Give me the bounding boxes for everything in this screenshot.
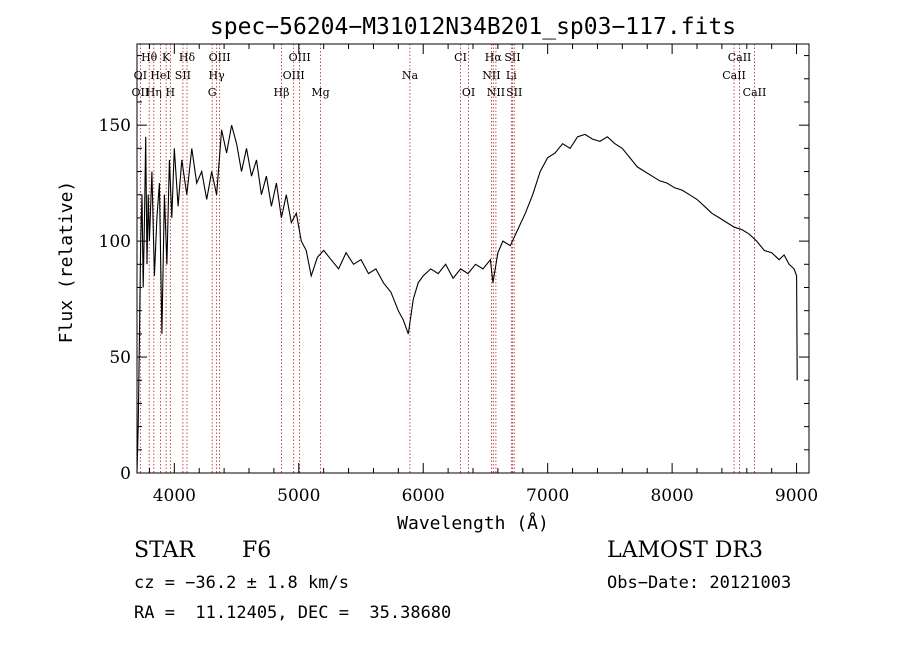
emission-line-label: OIII: [209, 51, 231, 64]
x-tick-label: 4000: [153, 486, 196, 506]
emission-line-label: Hβ: [274, 86, 290, 99]
emission-line-label: OII: [132, 86, 150, 99]
x-axis-label: Wavelength (Å): [397, 512, 549, 534]
emission-line-label: NII: [482, 69, 500, 82]
emission-line-label: NII: [487, 86, 505, 99]
coordinates: RA = 11.12405, DEC = 35.38680: [134, 603, 452, 623]
x-tick-label: 5000: [277, 486, 320, 506]
emission-line-label: Hθ: [141, 51, 158, 64]
plot-frame: [136, 43, 810, 474]
x-tick-label: 9000: [775, 486, 818, 506]
emission-line-markers: [139, 44, 755, 473]
emission-line-label: OI: [134, 69, 147, 82]
emission-line-label: CI: [454, 51, 467, 64]
emission-line-label: H: [166, 86, 176, 99]
emission-line-label: K: [162, 51, 171, 64]
emission-line-label: SII: [175, 69, 191, 82]
y-tick-label: 50: [109, 348, 131, 368]
emission-line-label: Hη: [146, 86, 162, 99]
emission-line-label: CaII: [722, 69, 746, 82]
survey-name: LAMOST DR3: [607, 538, 763, 563]
chart-title: spec−56204−M31012N34B201_sp03−117.fits: [210, 14, 736, 40]
emission-line-label: Hα: [485, 51, 503, 64]
x-tick-label: 8000: [650, 486, 693, 506]
emission-line-label: Mg: [311, 86, 329, 99]
y-tick-label: 100: [99, 232, 131, 252]
emission-line-label: CaII: [743, 86, 767, 99]
emission-line-label: Na: [402, 69, 419, 82]
emission-line-label: Hγ: [209, 69, 226, 82]
emission-line-label: SII: [504, 51, 520, 64]
object-subclass: F6: [242, 538, 272, 563]
emission-line-label: HeI: [150, 69, 170, 82]
spectrum-line: [136, 125, 798, 474]
x-tick-label: 7000: [526, 486, 569, 506]
emission-line-label: OIII: [289, 51, 311, 64]
y-axis-label: Flux (relative): [56, 181, 77, 344]
redshift-cz: cz = −36.2 ± 1.8 km/s: [134, 573, 349, 593]
x-axis-ticks: 4000 5000 6000 7000 8000 9000: [148, 44, 818, 506]
emission-line-label: G: [208, 86, 217, 99]
emission-line-label: OI: [462, 86, 475, 99]
y-axis-ticks: 0 50 100 150: [99, 55, 809, 484]
x-tick-label: 6000: [402, 486, 445, 506]
observation-date: Obs−Date: 20121003: [607, 573, 792, 593]
emission-line-label: OIII: [283, 69, 305, 82]
emission-line-label: Li: [506, 69, 517, 82]
y-tick-label: 0: [120, 464, 131, 484]
emission-line-label: SII: [506, 86, 522, 99]
emission-line-label: CaII: [728, 51, 752, 64]
object-class: STAR: [134, 538, 195, 563]
y-tick-label: 150: [99, 116, 131, 136]
emission-line-label: Hδ: [179, 51, 196, 64]
